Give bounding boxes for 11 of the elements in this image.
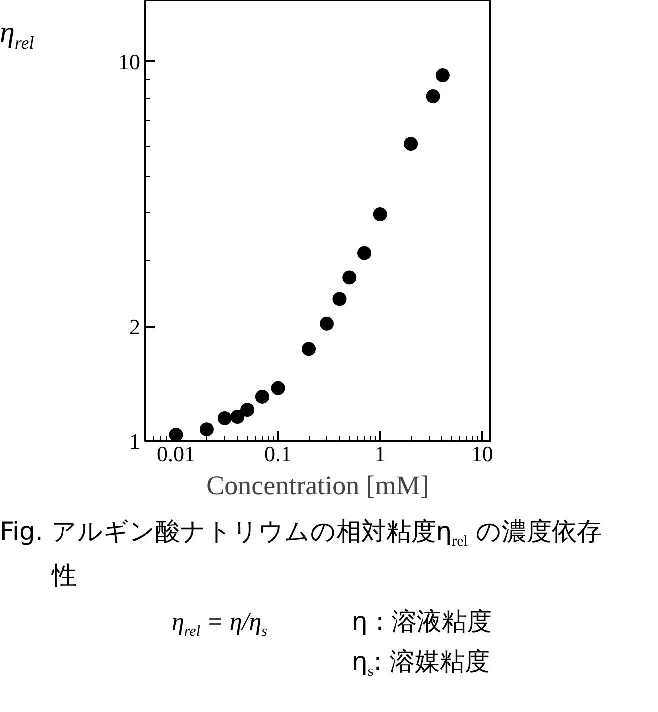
y-tick-label: 2 [130, 314, 140, 340]
text: η$_{s}$: 溶媒粘度 [352, 647, 490, 680]
x-tick-label: 0.01 [156, 442, 196, 466]
y-axis-title: η$_{rel}$ [0, 15, 36, 55]
text: η : 溶液粘度 [352, 607, 492, 636]
x-tick-label: 1 [374, 442, 386, 466]
y-tick-label: 10 [118, 49, 140, 74]
text: η$_{rel}$ = η/η$_{s}$ [172, 608, 268, 642]
x-tick-label: 0.1 [264, 442, 292, 466]
x-tick-label: 10 [471, 442, 494, 466]
x-axis-title: Concentration [mM] [206, 470, 430, 500]
